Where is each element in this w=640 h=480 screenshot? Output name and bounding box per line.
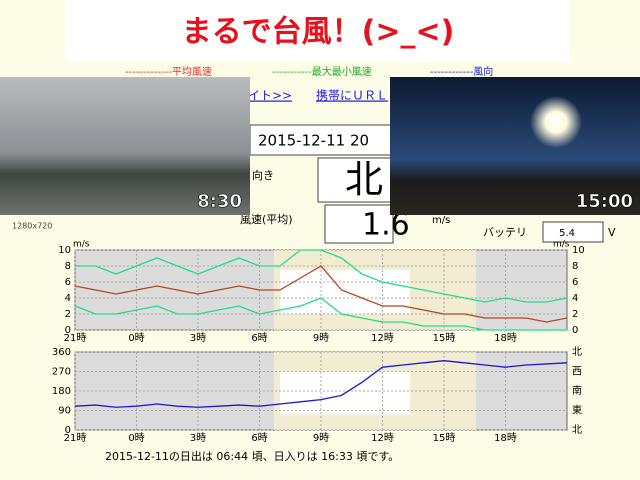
y-axis-label: m/s xyxy=(73,240,90,250)
resolution: 1280x720 xyxy=(12,222,52,231)
battery-label: バッテリ xyxy=(483,226,527,239)
direction-box xyxy=(317,157,395,203)
y-tick-label: 180 xyxy=(52,386,71,397)
y-tick-label: 4 xyxy=(65,293,71,304)
nav-link[interactable]: 携帯にＵＲＬ xyxy=(316,88,388,103)
speed-unit: m/s xyxy=(432,215,450,226)
y-tick-label: 8 xyxy=(65,261,71,272)
series-line xyxy=(74,360,568,408)
x-tick-label: 12時 xyxy=(371,432,394,444)
y2-tick-label: 東 xyxy=(572,404,582,417)
direction: 北 xyxy=(345,158,383,202)
y2-tick-label: 0 xyxy=(572,325,578,336)
legend-maxmin: -----------最大最小風速 xyxy=(272,65,372,78)
x-tick-label: 3時 xyxy=(190,432,206,444)
y2-tick-label: 10 xyxy=(572,245,585,256)
x-tick-label: 9時 xyxy=(313,332,329,344)
date-box xyxy=(249,124,396,156)
battery-box xyxy=(542,221,604,243)
photo-time: 8:30 xyxy=(197,191,242,212)
speed-box xyxy=(324,204,394,244)
footer: 2015-12-11の日出は 06:44 頃、日入りは 16:33 頃です。 xyxy=(105,449,399,463)
y-tick-label: 2 xyxy=(65,309,71,320)
y-axis-label: m/s xyxy=(553,240,570,250)
speed-label: 風速(平均) xyxy=(240,213,293,226)
legend-avg: -------------平均風速 xyxy=(125,66,212,78)
y2-tick-label: 4 xyxy=(572,293,578,304)
nav-link[interactable]: イト>> xyxy=(248,89,292,103)
title: まるで台風！(>_<) xyxy=(182,15,455,50)
y2-tick-label: 南 xyxy=(572,384,582,397)
battery-unit: V xyxy=(608,226,616,239)
y-tick-label: 10 xyxy=(58,245,71,256)
datetime: 2015-12-11 20 xyxy=(258,132,369,150)
sun xyxy=(530,96,582,148)
y-tick-label: 0 xyxy=(65,325,71,336)
x-tick-label: 12時 xyxy=(371,332,394,344)
y2-tick-label: 北 xyxy=(572,346,582,358)
photo-morning xyxy=(0,77,250,215)
battery: 5.4 xyxy=(559,228,575,239)
photo-afternoon xyxy=(390,77,640,215)
y2-tick-label: 北 xyxy=(572,424,582,436)
y-tick-label: 0 xyxy=(65,425,71,436)
y2-tick-label: 6 xyxy=(572,277,578,288)
series-line xyxy=(75,249,568,303)
x-tick-label: 0時 xyxy=(128,432,144,444)
y-tick-label: 270 xyxy=(52,367,71,378)
x-tick-label: 0時 xyxy=(128,332,144,344)
y2-tick-label: 西 xyxy=(572,367,582,378)
y-tick-label: 90 xyxy=(58,406,71,417)
x-tick-label: 18時 xyxy=(494,432,517,444)
x-tick-label: 21時 xyxy=(64,332,87,344)
series-line xyxy=(74,297,567,331)
x-tick-label: 6時 xyxy=(251,332,267,344)
x-tick-label: 21時 xyxy=(64,432,87,444)
y2-tick-label: 8 xyxy=(572,261,578,272)
x-tick-label: 15時 xyxy=(433,432,456,444)
photo-time: 15:00 xyxy=(576,191,633,212)
y-tick-label: 6 xyxy=(65,277,71,288)
direction-label: 向き xyxy=(252,168,274,182)
y2-tick-label: 2 xyxy=(572,309,578,320)
legend-dir: ------------風向 xyxy=(430,65,493,78)
x-tick-label: 6時 xyxy=(251,432,267,444)
series-line xyxy=(74,265,568,323)
y-tick-label: 360 xyxy=(52,347,71,358)
chart-area: 0 0 2 2 4 4 6 6 8 8 10 10 21時 0時 3時 6時 9時 12時 15時 18時 m/s m/s… xyxy=(52,240,585,445)
x-tick-label: 9時 xyxy=(313,432,329,444)
title-box xyxy=(65,0,570,62)
x-tick-label: 18時 xyxy=(494,332,517,344)
x-tick-label: 15時 xyxy=(433,332,456,344)
x-tick-label: 3時 xyxy=(190,332,206,344)
